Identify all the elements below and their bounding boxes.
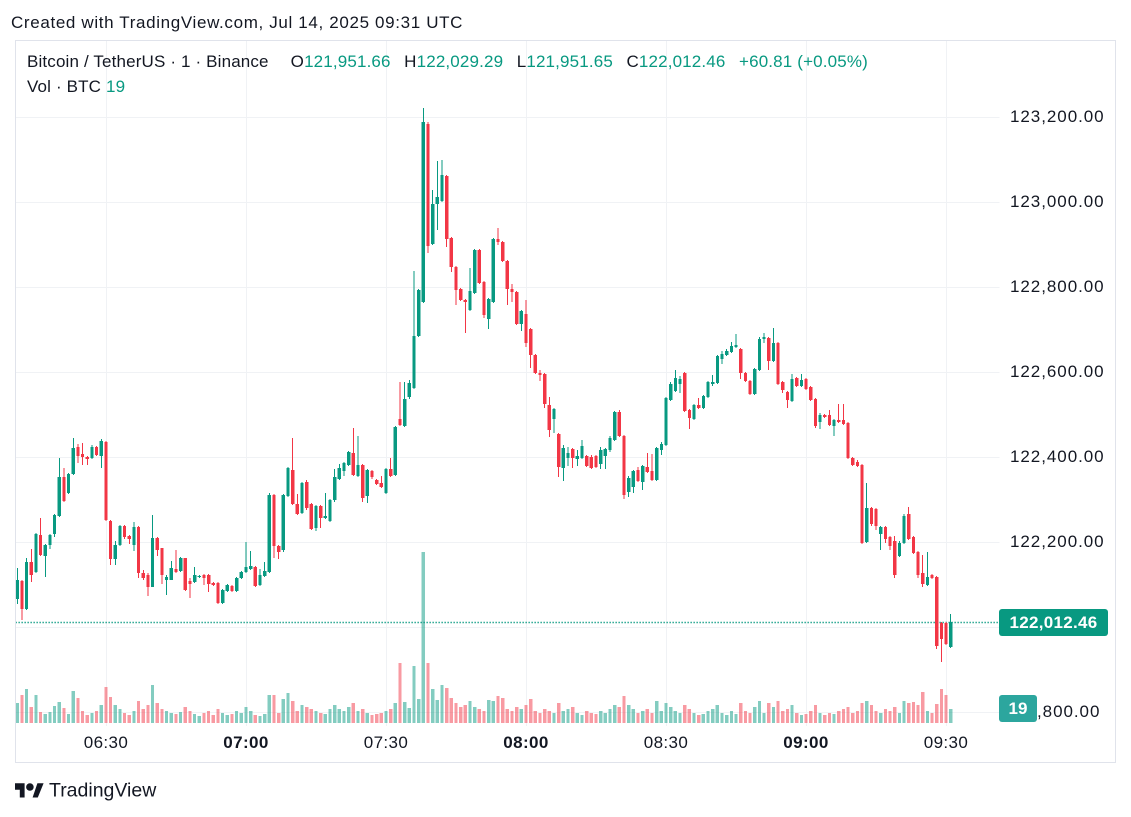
svg-text:TradingView: TradingView [49,780,157,802]
